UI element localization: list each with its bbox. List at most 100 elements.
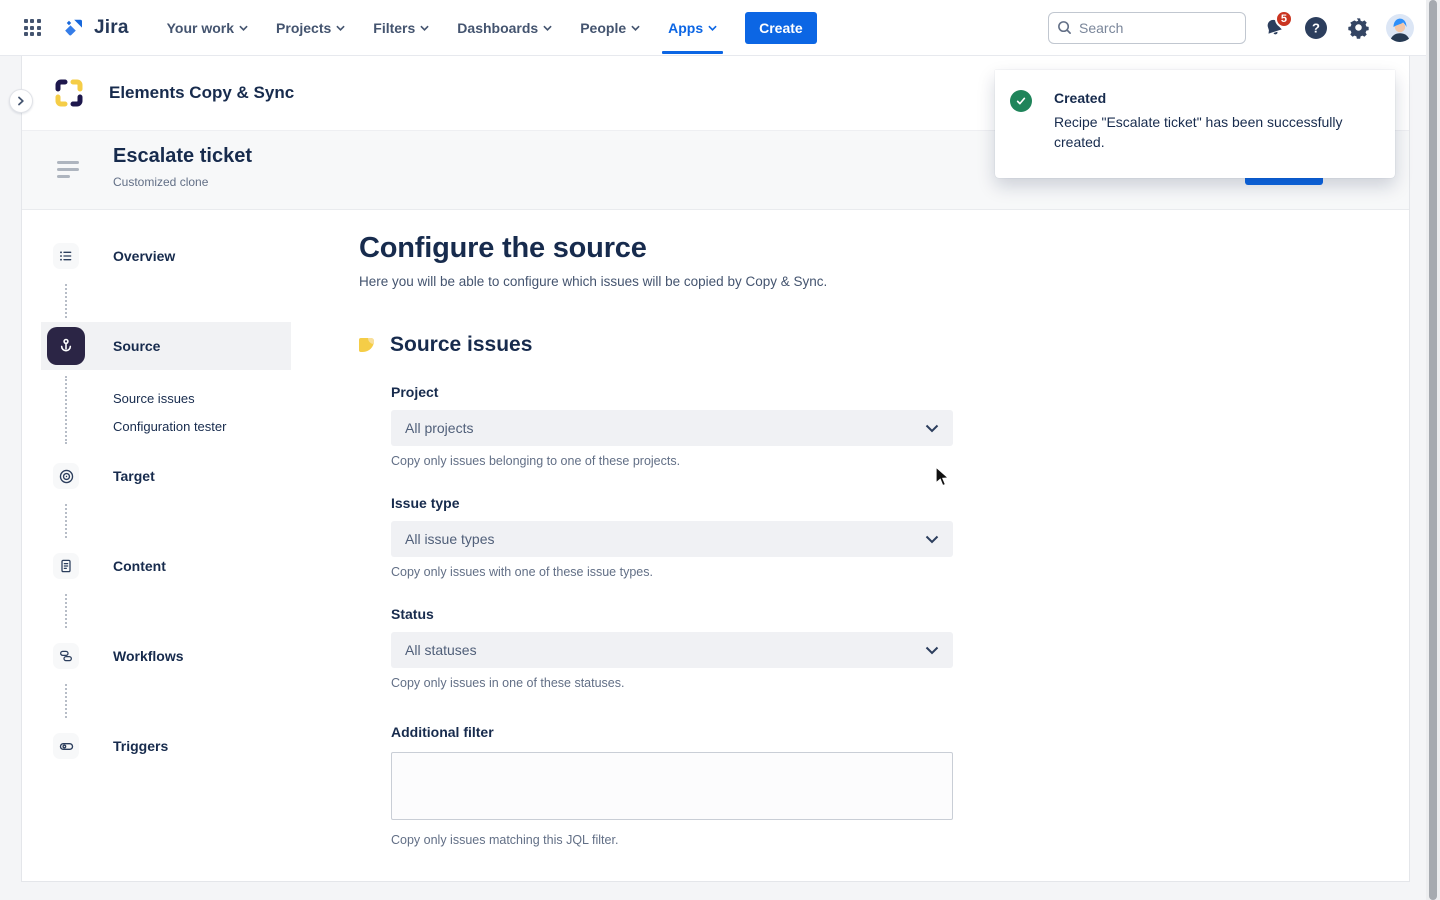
triggers-icon [53, 733, 79, 759]
window-scrollbar-thumb[interactable] [1429, 0, 1437, 900]
section-title: Source issues [390, 333, 533, 356]
substep-configuration-tester[interactable]: Configuration tester [113, 418, 227, 434]
success-toast[interactable]: Created Recipe "Escalate ticket" has bee… [995, 70, 1395, 178]
app-header: Elements Copy & Sync [22, 56, 1409, 130]
issue-type-select[interactable]: All issue types [391, 521, 953, 557]
chevron-down-icon [420, 25, 429, 31]
field-project: Project All projects Copy only issues be… [391, 384, 953, 468]
project-select[interactable]: All projects [391, 410, 953, 446]
field-status: Status All statuses Copy only issues in … [391, 606, 953, 690]
avatar-image [1386, 13, 1414, 42]
svg-text:?: ? [1312, 20, 1320, 35]
nav-your-work[interactable]: Your work [157, 12, 258, 44]
recipe-subtitle: Customized clone [113, 175, 209, 189]
field-label: Status [391, 606, 434, 622]
drag-handle-icon[interactable] [57, 161, 79, 178]
elements-app-logo [55, 79, 83, 107]
search-input[interactable] [1079, 19, 1219, 36]
chevron-right-icon [18, 96, 24, 106]
field-additional-filter: Additional filter Copy only issues match… [391, 724, 953, 847]
chevron-down-icon [631, 25, 640, 31]
page-subtitle: Here you will be able to configure which… [359, 274, 828, 289]
target-icon [53, 463, 79, 489]
chevron-down-icon [925, 535, 939, 543]
stepper-item-overview[interactable]: Overview [22, 232, 359, 280]
content-icon [53, 553, 79, 579]
app-title: Elements Copy & Sync [109, 83, 295, 102]
stepper-label: Target [113, 468, 155, 484]
status-select[interactable]: All statuses [391, 632, 953, 668]
user-avatar[interactable] [1386, 13, 1414, 42]
source-substeps: Source issues Configuration tester [22, 370, 359, 452]
stepper-item-content[interactable]: Content [22, 542, 359, 590]
nav-people[interactable]: People [570, 12, 650, 44]
nav-label: Filters [373, 19, 416, 36]
project-select-value: All projects [405, 420, 474, 436]
stepper-item-source[interactable]: Source [41, 322, 291, 370]
chevron-down-icon [336, 25, 345, 31]
source-icon [47, 327, 85, 365]
overview-icon [53, 243, 79, 269]
stepper-item-workflows[interactable]: Workflows [22, 632, 359, 680]
nav-label: Your work [166, 19, 235, 36]
help-icon: ? [1305, 16, 1327, 39]
stepper-label: Triggers [113, 738, 169, 754]
chevron-down-icon [708, 25, 717, 31]
chevron-down-icon [925, 424, 939, 432]
field-helper: Copy only issues in one of these statuse… [391, 676, 625, 690]
issue-type-select-value: All issue types [405, 531, 495, 547]
notification-badge: 5 [1274, 9, 1293, 28]
app-panel: Elements Copy & Sync Escalate ticket Cus… [21, 56, 1440, 882]
nav-label: People [580, 19, 627, 36]
nav-filters[interactable]: Filters [363, 12, 439, 44]
nav-projects[interactable]: Projects [266, 12, 355, 44]
nav-label: Dashboards [457, 19, 539, 36]
toast-message: Recipe "Escalate ticket" has been succes… [1054, 114, 1343, 150]
section-glyph-icon [359, 338, 374, 352]
chevron-down-icon [239, 25, 248, 31]
help-button[interactable]: ? [1302, 14, 1330, 42]
toast-title: Created [1054, 90, 1107, 106]
settings-button[interactable] [1344, 14, 1372, 42]
window-scrollbar[interactable] [1426, 0, 1440, 900]
stepper-connector [65, 594, 67, 628]
sidebar-collapse-button[interactable] [9, 89, 33, 113]
top-navigation: Jira Your work Projects Filters Dashboar… [0, 0, 1440, 56]
field-helper: Copy only issues belonging to one of the… [391, 454, 681, 468]
field-helper: Copy only issues with one of these issue… [391, 565, 653, 579]
field-helper: Copy only issues matching this JQL filte… [391, 833, 619, 847]
search-box[interactable] [1048, 11, 1246, 44]
notifications-button[interactable]: 5 [1260, 9, 1293, 42]
app-switcher-icon[interactable] [16, 12, 48, 44]
recipe-stepper: Overview Source Source issues Configurat… [22, 210, 359, 882]
recipe-title: Escalate ticket [113, 145, 252, 167]
configure-source-panel: Configure the source Here you will be ab… [359, 210, 1409, 882]
chevron-down-icon [925, 646, 939, 654]
stepper-connector [65, 284, 67, 318]
stepper-item-triggers[interactable]: Triggers [22, 722, 359, 770]
field-label: Additional filter [391, 724, 494, 740]
page-background: Elements Copy & Sync Escalate ticket Cus… [0, 56, 1440, 900]
stepper-item-target[interactable]: Target [22, 452, 359, 500]
jira-mark-icon [65, 19, 82, 36]
stepper-label: Content [113, 558, 166, 574]
stepper-label: Overview [113, 248, 176, 264]
field-issue-type: Issue type All issue types Copy only iss… [391, 495, 953, 579]
success-check-icon [1010, 90, 1032, 112]
nav-label: Projects [276, 19, 332, 36]
nav-label: Apps [668, 19, 704, 36]
jql-filter-input[interactable] [391, 752, 953, 820]
field-label: Project [391, 384, 439, 400]
status-select-value: All statuses [405, 642, 477, 658]
workflows-icon [53, 643, 79, 669]
create-button[interactable]: Create [745, 11, 817, 44]
stepper-connector [65, 504, 67, 538]
nav-dashboards[interactable]: Dashboards [447, 12, 562, 44]
jira-logo[interactable]: Jira [62, 15, 129, 40]
substep-source-issues[interactable]: Source issues [113, 390, 195, 406]
chevron-down-icon [543, 25, 552, 31]
nav-apps[interactable]: Apps [658, 12, 727, 54]
stepper-label: Workflows [113, 648, 184, 664]
search-icon [1058, 21, 1071, 34]
brand-wordmark: Jira [94, 16, 129, 38]
